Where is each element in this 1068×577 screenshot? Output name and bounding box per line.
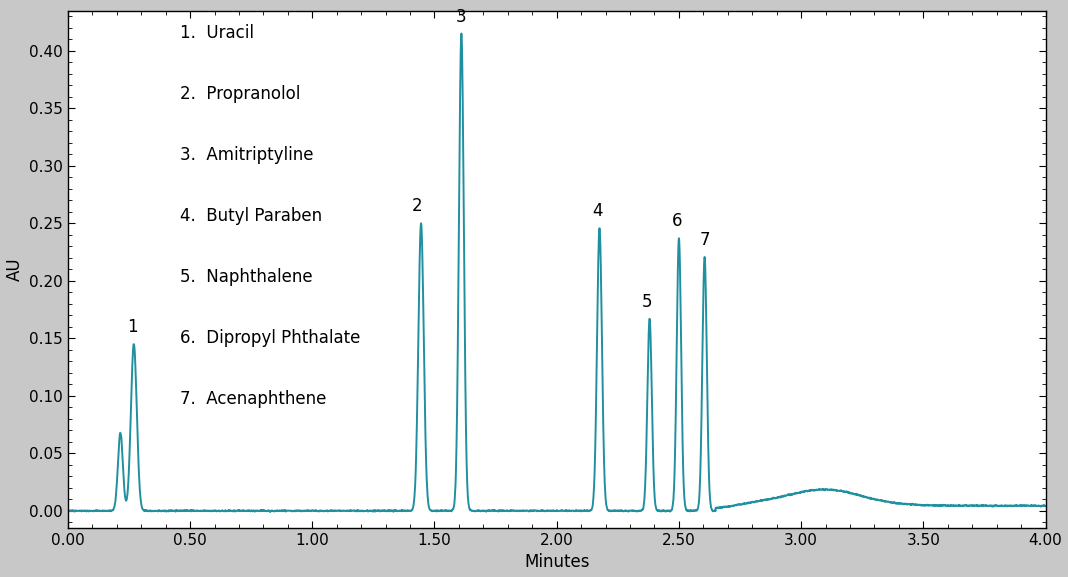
- Text: 2: 2: [412, 197, 423, 215]
- Y-axis label: AU: AU: [5, 257, 23, 281]
- Text: 3.  Amitriptyline: 3. Amitriptyline: [180, 146, 314, 164]
- X-axis label: Minutes: Minutes: [524, 553, 590, 571]
- Text: 4.  Butyl Paraben: 4. Butyl Paraben: [180, 207, 323, 225]
- Text: 6: 6: [672, 212, 682, 230]
- Text: 2.  Propranolol: 2. Propranolol: [180, 85, 301, 103]
- Text: 1: 1: [127, 318, 138, 336]
- Text: 6.  Dipropyl Phthalate: 6. Dipropyl Phthalate: [180, 329, 361, 347]
- Text: 5: 5: [642, 293, 653, 311]
- Text: 5.  Naphthalene: 5. Naphthalene: [180, 268, 313, 286]
- Text: 7: 7: [700, 231, 710, 249]
- Text: 7.  Acenaphthene: 7. Acenaphthene: [180, 390, 327, 408]
- Text: 3: 3: [456, 8, 467, 25]
- Text: 4: 4: [593, 202, 603, 220]
- Text: 1.  Uracil: 1. Uracil: [180, 24, 254, 42]
